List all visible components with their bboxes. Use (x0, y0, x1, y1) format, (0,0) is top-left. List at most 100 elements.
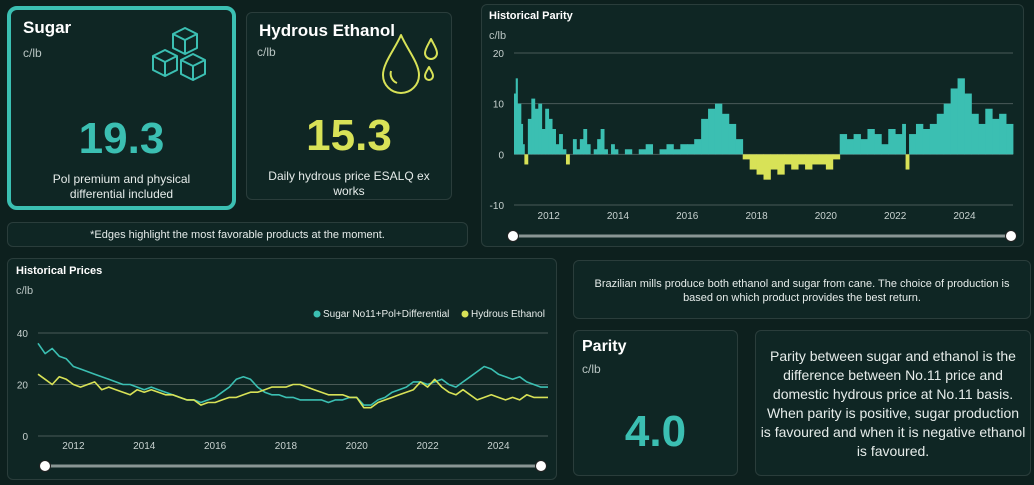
parity-bar (999, 113, 1007, 155)
parity-bar (770, 154, 778, 170)
parity-y-tick: 10 (493, 100, 505, 111)
parity-y-unit: c/lb (489, 30, 506, 42)
historical-parity-chart: Historical Parity c/lb -10 0 10 20 2012 2014 201… (481, 4, 1024, 247)
parity-bar (614, 149, 619, 155)
parity-x-tick: 2020 (815, 211, 838, 222)
parity-bar (763, 154, 771, 180)
parity-x-tick: 2018 (745, 211, 768, 222)
parity-unit: c/lb (582, 362, 601, 376)
parity-bar (597, 139, 602, 155)
parity-bar (812, 154, 820, 165)
parity-x-tick: 2022 (884, 211, 907, 222)
info-box: Brazilian mills produce both ethanol and… (573, 260, 1031, 319)
parity-bar (728, 123, 737, 155)
parity-bar (742, 154, 751, 160)
parity-bar (562, 149, 567, 155)
ethanol-unit: c/lb (257, 45, 276, 59)
parity-bar (572, 139, 577, 155)
parity-bar (552, 129, 556, 155)
parity-bar (839, 134, 848, 155)
drops-icon (382, 34, 438, 94)
parity-bar (791, 154, 799, 170)
edges-note-box: *Edges highlight the most favorable prod… (7, 222, 468, 247)
parity-bar (992, 118, 1000, 155)
prices-y-tick: 40 (17, 329, 29, 340)
parity-bar (805, 154, 813, 170)
parity-y-tick: -10 (490, 201, 505, 212)
series-line-sugar (37, 342, 548, 406)
parity-bar (624, 149, 633, 155)
parity-bar (888, 129, 896, 155)
parity-bar (666, 144, 674, 155)
parity-bar (714, 103, 723, 155)
parity-bar (593, 149, 598, 155)
parity-bar (527, 118, 532, 155)
parity-bar (905, 154, 910, 170)
parity-bar (541, 129, 546, 155)
parity-bar (708, 108, 716, 155)
parity-x-tick: 2014 (607, 211, 630, 222)
parity-bar (604, 149, 608, 155)
parity-bar (545, 108, 550, 155)
prices-y-unit: c/lb (16, 285, 33, 297)
parity-plot: Historical Parity c/lb -10 0 10 20 2012 2014 201… (489, 10, 1017, 242)
prices-x-tick: 2012 (62, 441, 85, 452)
parity-explanation-box: Parity between sugar and ethanol is the … (755, 330, 1031, 476)
parity-bar (895, 134, 903, 155)
parity-bar (645, 144, 654, 155)
parity-bar (825, 154, 834, 170)
parity-bar (756, 154, 764, 175)
legend-marker-sugar (313, 310, 321, 318)
parity-bar (659, 149, 667, 155)
parity-bar (721, 113, 730, 155)
sugar-title: Sugar (23, 18, 72, 37)
parity-bar (687, 144, 695, 155)
legend-marker-ethanol (461, 310, 469, 318)
prices-range-slider-handle-end[interactable] (535, 460, 547, 472)
parity-bar (860, 139, 868, 155)
prices-range-slider-handle-start[interactable] (39, 460, 51, 472)
parity-bar (701, 118, 709, 155)
parity-x-tick: 2016 (676, 211, 699, 222)
parity-chart-title: Historical Parity (489, 10, 574, 22)
legend-label-ethanol: Hydrous Ethanol (471, 309, 545, 320)
parity-range-slider-handle-end[interactable] (1005, 230, 1017, 242)
parity-x-tick: 2024 (953, 211, 976, 222)
series-line-ethanol (37, 373, 548, 409)
parity-bar (522, 144, 525, 155)
sugar-value: 19.3 (78, 114, 165, 163)
parity-bar (735, 139, 744, 155)
parity-bar (579, 139, 584, 155)
parity-bar (555, 144, 560, 155)
parity-bar (943, 103, 952, 155)
prices-x-tick: 2018 (275, 441, 298, 452)
parity-bar (583, 129, 588, 155)
parity-value: 4.0 (624, 407, 687, 456)
prices-y-tick: 20 (17, 381, 29, 392)
parity-bar (832, 154, 841, 160)
parity-bar (586, 144, 591, 155)
ethanol-card: Hydrous Ethanol c/lb 15.3 Daily hydrous … (246, 12, 452, 200)
parity-bar (985, 108, 993, 155)
parity-bar (846, 139, 854, 155)
prices-x-tick: 2016 (204, 441, 227, 452)
parity-bar (777, 154, 785, 175)
prices-x-tick: 2024 (487, 441, 510, 452)
prices-x-tick: 2022 (416, 441, 439, 452)
parity-bar (784, 154, 792, 165)
info-text: Brazilian mills produce both ethanol and… (594, 278, 1010, 304)
parity-bar (531, 98, 536, 155)
parity-bar (515, 78, 518, 155)
parity-bar (548, 118, 553, 155)
parity-bar (524, 154, 529, 165)
sugar-cubes-icon (152, 27, 206, 81)
parity-range-slider-handle-start[interactable] (507, 230, 519, 242)
parity-bar (520, 123, 524, 155)
parity-bar (881, 144, 889, 155)
parity-bar (964, 93, 972, 155)
parity-bar (538, 103, 543, 155)
parity-card: Parity c/lb 4.0 (573, 330, 738, 476)
parity-bar (600, 129, 605, 155)
sugar-card: Sugar c/lb 19.3 Pol premium and physical… (7, 6, 236, 210)
prices-plot: Historical Prices c/lb 0 20 40 2012 2014 2016 20… (16, 265, 548, 472)
